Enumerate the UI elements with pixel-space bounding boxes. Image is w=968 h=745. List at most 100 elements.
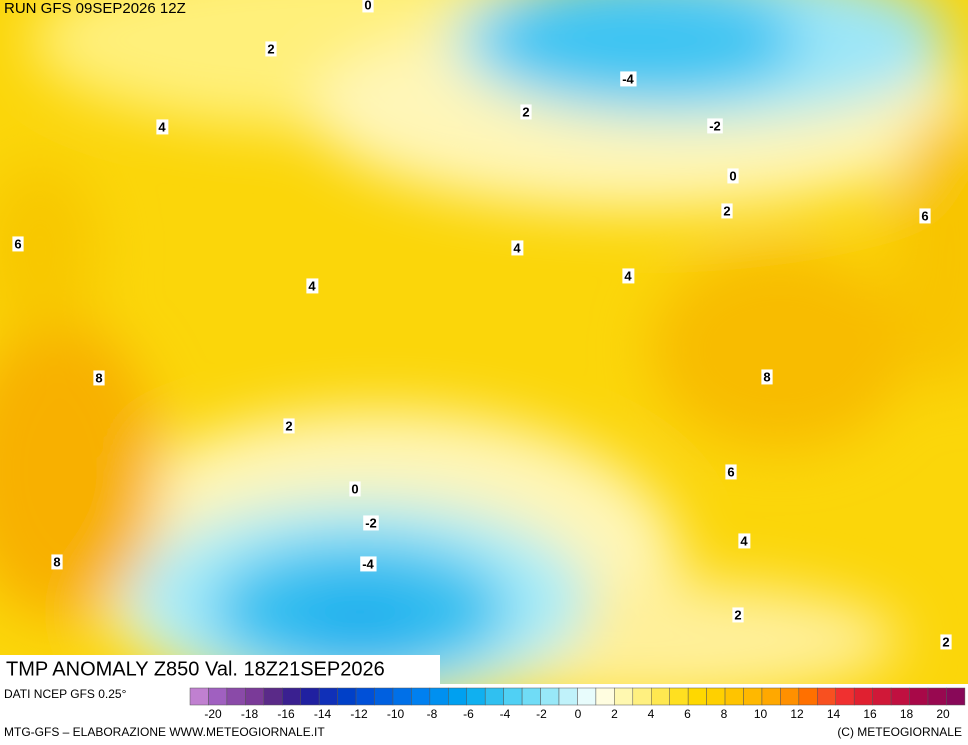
colorbar-swatch bbox=[189, 687, 209, 706]
contour-label-bg bbox=[940, 634, 952, 650]
contour-label: 6 bbox=[921, 208, 928, 223]
contour-label-bg bbox=[283, 418, 295, 434]
colorbar-swatch bbox=[909, 687, 929, 706]
contour-label: 0 bbox=[351, 481, 358, 496]
source-label: DATI NCEP GFS 0.25° bbox=[4, 687, 127, 701]
colorbar-swatch bbox=[651, 687, 670, 706]
colorbar-swatch bbox=[337, 687, 357, 706]
colorbar-swatch bbox=[374, 687, 394, 706]
colorbar-swatch bbox=[521, 687, 541, 706]
colorbar-swatch bbox=[503, 687, 523, 706]
contour-label-bg bbox=[306, 278, 319, 294]
colorbar-tick-label: 6 bbox=[684, 707, 691, 721]
contour-label-bg bbox=[732, 607, 744, 623]
contour-label-bg bbox=[919, 208, 931, 224]
contour-label-bg bbox=[51, 554, 63, 570]
colorbar-swatch bbox=[429, 687, 449, 706]
map-title: TMP ANOMALY Z850 Val. 18Z21SEP2026 bbox=[6, 658, 385, 680]
contour-label: 8 bbox=[53, 554, 60, 569]
contour-label-bg bbox=[156, 119, 169, 135]
colorbar-tick-label: -6 bbox=[463, 707, 474, 721]
colorbar-swatch bbox=[780, 687, 800, 706]
contour-label-bg bbox=[511, 240, 524, 256]
colorbar-swatch bbox=[724, 687, 744, 706]
colorbar-tick-label: 16 bbox=[863, 707, 877, 721]
colorbar-tick-label: 8 bbox=[721, 707, 728, 721]
colorbar-swatch bbox=[669, 687, 689, 706]
colorbar-swatch bbox=[761, 687, 781, 706]
colorbar-swatch bbox=[392, 687, 412, 706]
colorbar-swatch bbox=[558, 687, 578, 706]
contour-label: 2 bbox=[285, 418, 292, 433]
colorbar-swatch bbox=[300, 687, 320, 706]
run-label: RUN GFS 09SEP2026 12Z bbox=[4, 0, 186, 17]
colorbar-swatch bbox=[466, 687, 486, 706]
colorbar-tick-label: -14 bbox=[314, 707, 332, 721]
colorbar-tick-label: -20 bbox=[204, 707, 222, 721]
colorbar-swatch bbox=[577, 687, 597, 706]
contour-label-bg bbox=[93, 370, 105, 386]
contour-label: 4 bbox=[624, 268, 632, 283]
colorbar-tick-label: -16 bbox=[277, 707, 295, 721]
contour-label: 4 bbox=[308, 278, 316, 293]
title-box bbox=[0, 655, 440, 684]
colorbar-tick-label: -4 bbox=[500, 707, 511, 721]
contour-label-bg bbox=[707, 118, 723, 134]
contour-label-bg bbox=[622, 268, 635, 284]
colorbar-swatch bbox=[706, 687, 726, 706]
contour-label-bg bbox=[363, 515, 379, 531]
colorbar-tick-label: 4 bbox=[648, 707, 655, 721]
contour-label-bg bbox=[761, 369, 773, 385]
colorbar-tick-label: -18 bbox=[241, 707, 259, 721]
colorbar-swatch bbox=[208, 687, 228, 706]
colorbar-tick-label: 12 bbox=[790, 707, 804, 721]
contour-label: -2 bbox=[365, 515, 377, 530]
colorbar-swatch bbox=[614, 687, 634, 706]
contour-label-bg bbox=[738, 533, 751, 549]
contour-label: 8 bbox=[763, 369, 770, 384]
credit-right: (C) METEOGIORNALE bbox=[837, 725, 962, 739]
colorbar-tick-label: 2 bbox=[611, 707, 618, 721]
colorbar-tick-label: 0 bbox=[575, 707, 582, 721]
colorbar-swatch bbox=[890, 687, 910, 706]
contour-label-bg bbox=[721, 203, 733, 219]
colorbar-tick-label: -10 bbox=[387, 707, 405, 721]
contour-label: 4 bbox=[513, 240, 521, 255]
colorbar-swatch bbox=[282, 687, 301, 706]
colorbar-swatch bbox=[853, 687, 873, 706]
colorbar-tick-label: 14 bbox=[827, 707, 841, 721]
colorbar-swatch bbox=[595, 687, 615, 706]
colorbar-swatch bbox=[817, 687, 836, 706]
contour-label: 2 bbox=[734, 607, 741, 622]
contour-label: 2 bbox=[267, 41, 274, 56]
anomaly-field bbox=[0, 0, 968, 684]
contour-label: 2 bbox=[522, 104, 529, 119]
contour-label-bg bbox=[620, 71, 637, 87]
contour-label: 6 bbox=[727, 464, 734, 479]
colorbar-tick-label: 10 bbox=[754, 707, 768, 721]
contour-label: -4 bbox=[622, 71, 634, 86]
contour-label: 0 bbox=[729, 168, 736, 183]
colorbar-swatch bbox=[411, 687, 431, 706]
contour-label-bg bbox=[362, 0, 374, 13]
colorbar-swatch bbox=[687, 687, 707, 706]
contour-label: 4 bbox=[740, 533, 748, 548]
contour-label: 6 bbox=[14, 236, 21, 251]
colorbar-swatch bbox=[245, 687, 265, 706]
contour-label: 2 bbox=[723, 203, 730, 218]
contour-label-bg bbox=[360, 556, 377, 572]
contour-label: 0 bbox=[364, 0, 371, 12]
colorbar-swatch bbox=[484, 687, 504, 706]
colorbar-swatch bbox=[448, 687, 467, 706]
contour-label-bg bbox=[12, 236, 24, 252]
colorbar-swatch bbox=[927, 687, 947, 706]
colorbar-tick-label: -12 bbox=[350, 707, 368, 721]
colorbar-swatch bbox=[540, 687, 560, 706]
contour-label-bg bbox=[349, 481, 361, 497]
colorbar-tick-label: -8 bbox=[427, 707, 438, 721]
colorbar-swatch bbox=[798, 687, 818, 706]
colorbar-swatch bbox=[355, 687, 375, 706]
contour-label-bg bbox=[725, 464, 737, 480]
colorbar-tick-label: -2 bbox=[536, 707, 547, 721]
